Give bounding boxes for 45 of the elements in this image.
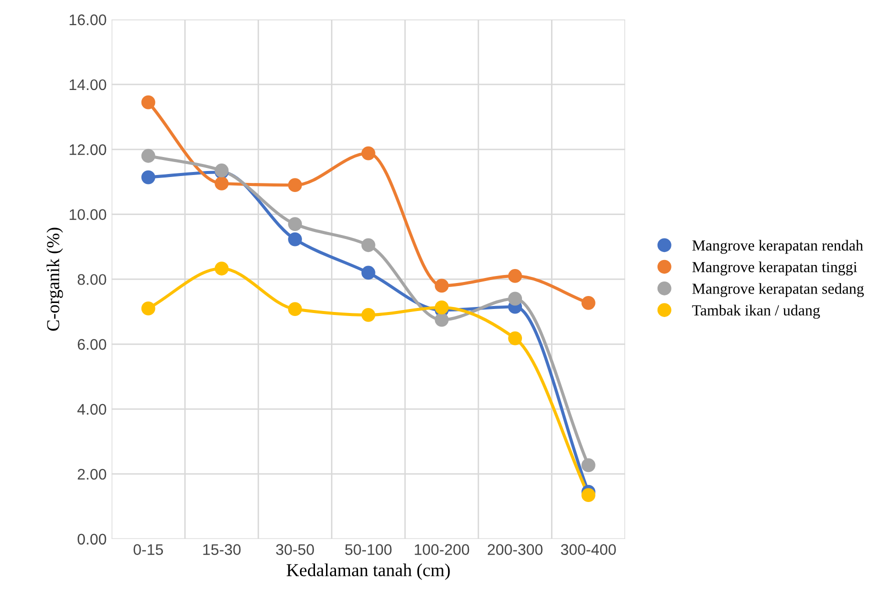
point — [288, 217, 302, 231]
y-tick-label: 0.00 — [78, 534, 106, 545]
x-tick-label: 200-300 — [488, 544, 543, 555]
y-tick-label: 12.00 — [70, 144, 106, 156]
point — [581, 488, 596, 502]
y-tick-label: 8.00 — [78, 274, 106, 285]
point — [508, 331, 522, 346]
point — [581, 296, 596, 310]
y-tick-label: 16.00 — [70, 14, 106, 26]
point — [361, 308, 376, 322]
legend-label: Mangrove kerapatan rendah — [692, 240, 864, 254]
y-axis-title: C-organik (%) — [46, 228, 63, 331]
point — [214, 176, 229, 190]
x-tick-label: 100-200 — [414, 544, 470, 555]
point — [141, 301, 156, 316]
x-tick-label: 30-50 — [276, 544, 314, 555]
point — [434, 300, 449, 314]
point — [361, 266, 376, 280]
point — [361, 146, 376, 160]
x-tick-label: 0-15 — [134, 544, 163, 555]
point — [288, 232, 302, 246]
point — [141, 95, 156, 110]
point — [361, 238, 376, 252]
y-tick-label: 2.00 — [78, 468, 106, 480]
point — [288, 302, 302, 316]
y-tick-label: 6.00 — [78, 339, 106, 350]
point — [434, 312, 449, 327]
point — [288, 178, 302, 192]
point — [214, 262, 229, 276]
x-tick-label: 300-400 — [560, 544, 616, 555]
x-tick-label: 15-30 — [203, 544, 241, 555]
point — [581, 458, 596, 472]
x-axis-title: Kedalaman tanah (cm) — [286, 564, 450, 580]
legend-label: Mangrove kerapatan tinggi — [692, 262, 858, 276]
legend-label: Mangrove kerapatan sedang — [692, 283, 864, 298]
y-tick-label: 14.00 — [70, 79, 106, 90]
point — [141, 170, 156, 184]
x-tick-label: 50-100 — [345, 544, 392, 555]
y-tick-label: 4.00 — [77, 404, 106, 415]
point — [141, 148, 156, 163]
y-tick-label: 10.00 — [70, 209, 106, 220]
point — [508, 292, 522, 306]
point — [508, 269, 522, 283]
legend-label: Tambak ikan / udang — [692, 304, 820, 319]
point — [434, 278, 449, 293]
